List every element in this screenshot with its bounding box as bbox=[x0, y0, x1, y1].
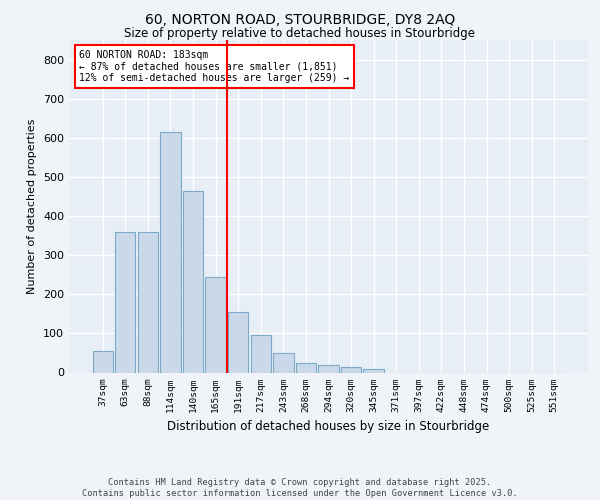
Bar bbox=[183, 190, 203, 372]
Bar bbox=[115, 232, 136, 372]
Bar bbox=[205, 276, 226, 372]
Bar bbox=[319, 364, 338, 372]
Bar bbox=[138, 232, 158, 372]
Y-axis label: Number of detached properties: Number of detached properties bbox=[28, 118, 37, 294]
Bar bbox=[273, 353, 293, 372]
Bar bbox=[251, 336, 271, 372]
Text: Size of property relative to detached houses in Stourbridge: Size of property relative to detached ho… bbox=[125, 28, 476, 40]
Bar bbox=[160, 132, 181, 372]
X-axis label: Distribution of detached houses by size in Stourbridge: Distribution of detached houses by size … bbox=[167, 420, 490, 433]
Text: 60 NORTON ROAD: 183sqm
← 87% of detached houses are smaller (1,851)
12% of semi-: 60 NORTON ROAD: 183sqm ← 87% of detached… bbox=[79, 50, 350, 83]
Bar bbox=[228, 312, 248, 372]
Bar bbox=[341, 366, 361, 372]
Bar bbox=[296, 362, 316, 372]
Text: Contains HM Land Registry data © Crown copyright and database right 2025.
Contai: Contains HM Land Registry data © Crown c… bbox=[82, 478, 518, 498]
Bar bbox=[92, 351, 113, 372]
Bar bbox=[364, 368, 384, 372]
Text: 60, NORTON ROAD, STOURBRIDGE, DY8 2AQ: 60, NORTON ROAD, STOURBRIDGE, DY8 2AQ bbox=[145, 12, 455, 26]
